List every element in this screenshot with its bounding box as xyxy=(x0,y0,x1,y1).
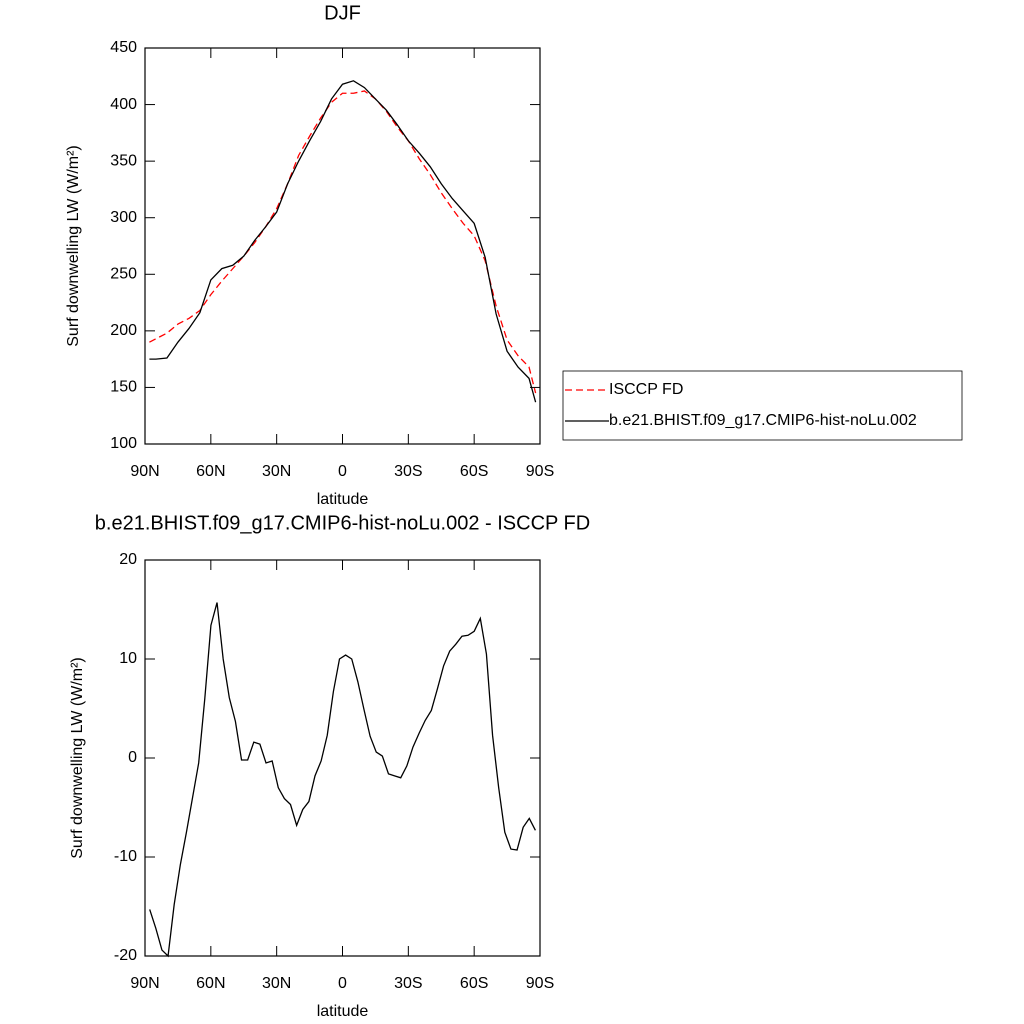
x-tick-label: 30N xyxy=(262,463,291,480)
data-line xyxy=(149,80,537,403)
data-line xyxy=(149,602,536,958)
y-tick-label: 10 xyxy=(119,650,137,667)
y-axis-label: Surf downwelling LW (W/m²) xyxy=(69,657,86,859)
y-tick-label: 20 xyxy=(119,551,137,568)
y-tick-label: 100 xyxy=(110,435,137,452)
x-tick-label: 30S xyxy=(394,975,422,992)
x-tick-label: 90S xyxy=(526,463,554,480)
y-tick-label: 200 xyxy=(110,322,137,339)
x-axis-label: latitude xyxy=(317,1003,369,1020)
y-axis-label: Surf downwelling LW (W/m²) xyxy=(65,145,82,347)
x-tick-label: 0 xyxy=(338,975,347,992)
x-tick-label: 90N xyxy=(130,975,159,992)
x-tick-label: 30S xyxy=(394,463,422,480)
y-tick-label: -10 xyxy=(114,848,137,865)
x-tick-label: 30N xyxy=(262,975,291,992)
chart-title: b.e21.BHIST.f09_g17.CMIP6-hist-noLu.002 … xyxy=(95,512,590,534)
y-tick-label: 450 xyxy=(110,39,137,56)
x-tick-label: 60S xyxy=(460,975,488,992)
plot-frame xyxy=(144,47,541,445)
x-tick-label: 90N xyxy=(130,463,159,480)
chart-title: DJF xyxy=(324,2,361,24)
x-tick-label: 60N xyxy=(196,463,225,480)
x-tick-label: 0 xyxy=(338,463,347,480)
legend-box xyxy=(562,370,963,441)
x-tick-label: 60S xyxy=(460,463,488,480)
legend-label: b.e21.BHIST.f09_g17.CMIP6-hist-noLu.002 xyxy=(609,412,917,429)
y-tick-label: 150 xyxy=(110,379,137,396)
x-axis-label: latitude xyxy=(317,491,369,508)
data-line xyxy=(149,90,537,394)
legend-label: ISCCP FD xyxy=(609,381,683,398)
y-tick-label: 400 xyxy=(110,96,137,113)
y-tick-label: 350 xyxy=(110,152,137,169)
y-tick-label: 250 xyxy=(110,266,137,283)
plot-frame xyxy=(144,559,541,957)
y-tick-label: 0 xyxy=(128,749,137,766)
y-tick-label: 300 xyxy=(110,209,137,226)
y-tick-label: -20 xyxy=(114,947,137,964)
x-tick-label: 60N xyxy=(196,975,225,992)
x-tick-label: 90S xyxy=(526,975,554,992)
